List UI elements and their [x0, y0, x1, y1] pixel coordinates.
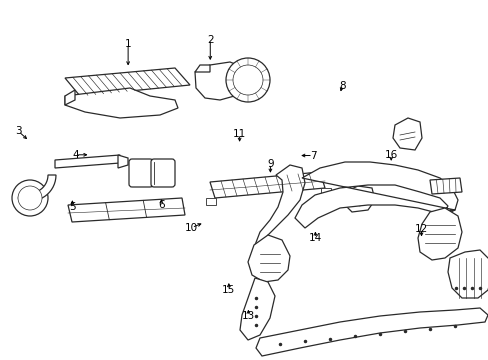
Text: 12: 12 [414, 224, 427, 234]
Circle shape [12, 180, 48, 216]
Polygon shape [256, 308, 487, 356]
Circle shape [232, 65, 263, 95]
Text: 15: 15 [222, 285, 235, 295]
Polygon shape [68, 198, 184, 222]
Text: 8: 8 [338, 81, 345, 91]
FancyBboxPatch shape [129, 159, 153, 187]
Polygon shape [118, 155, 128, 168]
Polygon shape [254, 165, 305, 248]
Text: 13: 13 [241, 311, 255, 321]
FancyBboxPatch shape [151, 159, 175, 187]
Circle shape [18, 186, 42, 210]
Polygon shape [417, 208, 461, 260]
Polygon shape [294, 162, 457, 228]
Bar [320, 188, 330, 195]
Text: 14: 14 [308, 233, 322, 243]
Text: 2: 2 [206, 35, 213, 45]
Polygon shape [341, 186, 374, 212]
Polygon shape [349, 192, 367, 206]
Text: 7: 7 [309, 150, 316, 161]
Polygon shape [65, 90, 75, 105]
Polygon shape [392, 118, 421, 150]
Text: 4: 4 [72, 150, 79, 160]
Polygon shape [18, 175, 56, 201]
Text: 3: 3 [15, 126, 22, 136]
Circle shape [225, 58, 269, 102]
Text: 10: 10 [185, 222, 198, 233]
Text: 9: 9 [266, 159, 273, 169]
Text: 5: 5 [69, 202, 76, 212]
Text: 11: 11 [232, 129, 246, 139]
Bar [205, 198, 216, 205]
Polygon shape [55, 155, 120, 168]
Polygon shape [429, 178, 461, 194]
Polygon shape [65, 88, 178, 118]
Polygon shape [209, 172, 325, 198]
Text: 6: 6 [158, 200, 164, 210]
Polygon shape [240, 278, 274, 340]
Polygon shape [447, 250, 488, 298]
Polygon shape [195, 65, 209, 72]
Text: 1: 1 [124, 39, 131, 49]
Polygon shape [195, 62, 247, 100]
Polygon shape [65, 68, 190, 96]
Text: 16: 16 [384, 150, 397, 160]
Polygon shape [247, 235, 289, 282]
